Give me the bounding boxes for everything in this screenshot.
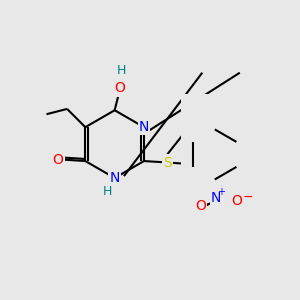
Text: +: + (217, 187, 225, 197)
Text: O: O (196, 199, 206, 213)
Text: O: O (231, 194, 242, 208)
Text: −: − (242, 190, 253, 204)
Text: S: S (163, 155, 172, 170)
Text: O: O (115, 82, 125, 95)
Bar (181, 94, 249, 203)
Text: N: N (139, 120, 149, 134)
Text: O: O (52, 153, 63, 166)
Text: H: H (103, 185, 112, 198)
Bar (186, 146, 202, 160)
Text: H: H (117, 64, 126, 77)
Text: N: N (110, 171, 120, 185)
Text: N: N (211, 191, 221, 205)
